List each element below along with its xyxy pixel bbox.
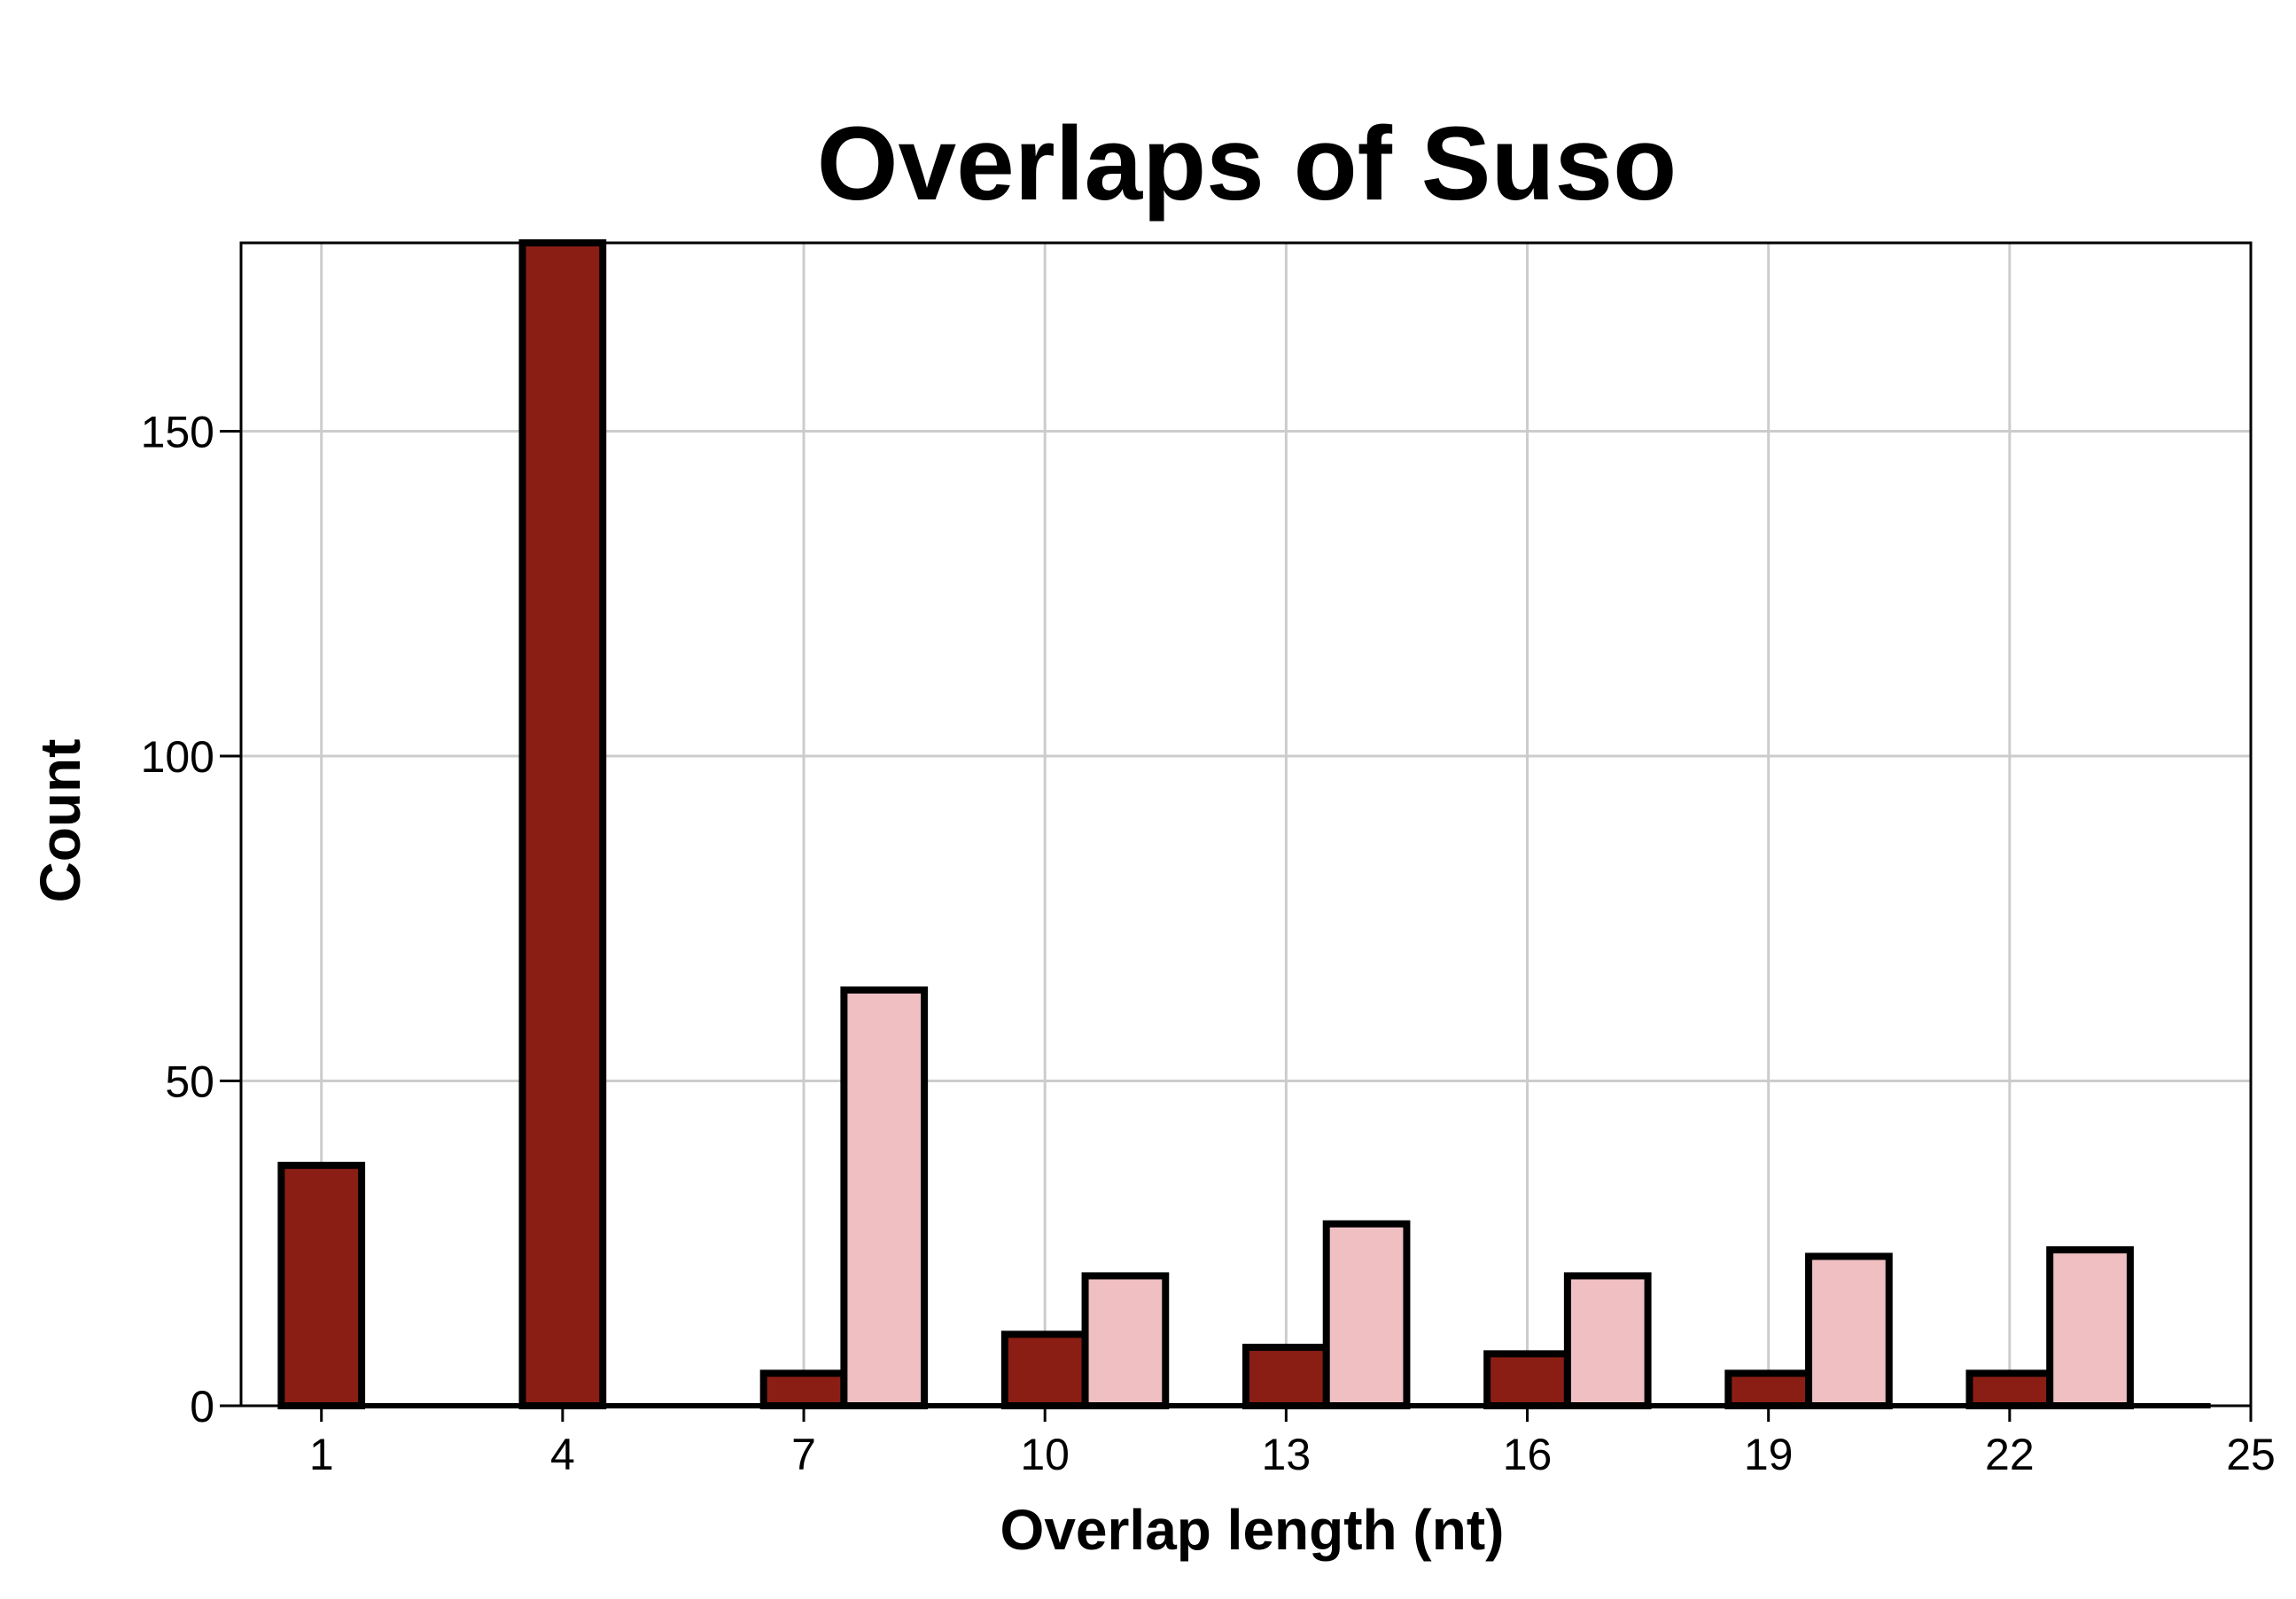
bar xyxy=(1322,1220,1411,1410)
y-axis-label: Count xyxy=(28,739,92,903)
bar xyxy=(518,239,607,1409)
x-axis-label: Overlap length (nt) xyxy=(1000,1498,1505,1562)
x-tick-label: 22 xyxy=(1985,1430,2035,1479)
bar xyxy=(1483,1350,1571,1410)
x-tick-label: 7 xyxy=(791,1430,816,1479)
bars xyxy=(277,239,2134,1410)
bar xyxy=(1000,1330,1089,1409)
x-tick-label: 16 xyxy=(1503,1430,1553,1479)
y-tick-label: 0 xyxy=(190,1382,214,1431)
bar xyxy=(1563,1272,1652,1410)
x-tick-label: 10 xyxy=(1020,1430,1070,1479)
x-tick-label: 19 xyxy=(1744,1430,1794,1479)
axes: 1 4 7 10 13 16 19 22 25 0 50 100 150 xyxy=(141,241,2276,1479)
bar xyxy=(1724,1369,1813,1409)
bar xyxy=(1805,1252,1893,1409)
bar xyxy=(277,1161,366,1409)
y-tick-label: 100 xyxy=(141,732,214,782)
chart-title: Overlaps of Suso xyxy=(817,105,1677,222)
x-tick-label: 13 xyxy=(1262,1430,1311,1479)
bar xyxy=(1242,1344,1330,1410)
x-tick-label: 1 xyxy=(309,1430,334,1479)
x-tick-label: 25 xyxy=(2226,1430,2276,1479)
bar xyxy=(1965,1369,2054,1409)
bar xyxy=(1081,1272,1170,1410)
y-tick-label: 50 xyxy=(165,1057,214,1107)
bar xyxy=(840,986,929,1409)
bar xyxy=(2046,1246,2134,1409)
bar xyxy=(759,1369,848,1409)
x-tick-label: 4 xyxy=(550,1430,575,1479)
y-tick-label: 150 xyxy=(141,408,214,457)
